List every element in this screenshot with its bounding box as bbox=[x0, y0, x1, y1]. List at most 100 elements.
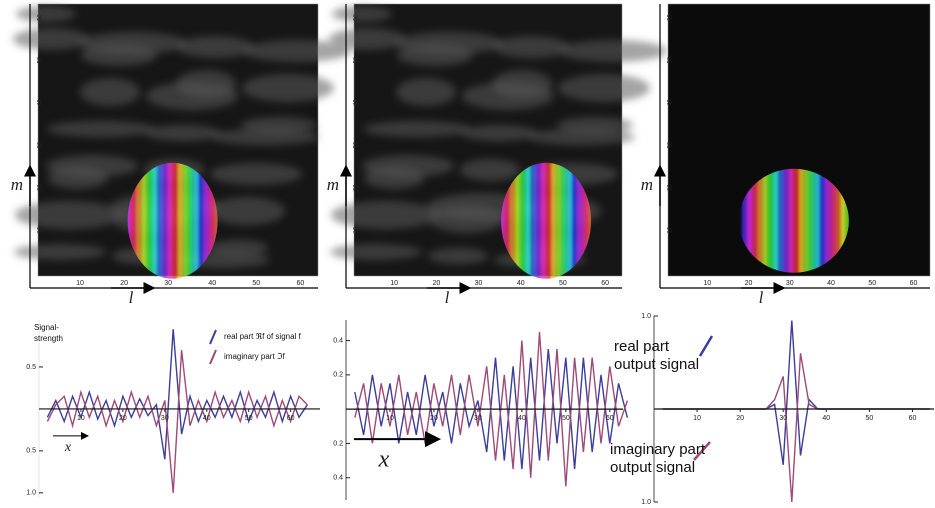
x-tick-label: 40 bbox=[517, 280, 525, 287]
y-tick-label: 0.5 bbox=[26, 364, 36, 371]
fan-stripe bbox=[198, 162, 204, 279]
y-tick-label: 0.4 bbox=[333, 475, 343, 482]
texture-blob bbox=[461, 125, 537, 141]
x-tick-label: 60 bbox=[910, 280, 918, 287]
y-axis-label: Signal-strength bbox=[34, 322, 74, 344]
y-tick-label: 1.0 bbox=[641, 313, 651, 320]
fan-stripe bbox=[151, 162, 157, 279]
fan-stripe bbox=[525, 162, 531, 279]
x-axis-label: l bbox=[445, 288, 450, 307]
fan-stripe bbox=[783, 168, 789, 273]
fan-stripe bbox=[752, 168, 758, 273]
y-tick-label: 10 bbox=[668, 226, 674, 233]
y-tick-label: 10 bbox=[38, 226, 44, 233]
fan-stripe bbox=[572, 162, 578, 279]
y-tick-label: 40 bbox=[38, 99, 44, 106]
texture-blob bbox=[330, 244, 422, 260]
texture-blob bbox=[208, 240, 268, 256]
legend-marker bbox=[209, 349, 217, 365]
x-axis-label: l bbox=[759, 288, 764, 307]
x-tick-label: 40 bbox=[827, 280, 835, 287]
series-line bbox=[662, 353, 930, 503]
x-tick-label: 50 bbox=[559, 280, 567, 287]
texture-blob bbox=[79, 32, 187, 54]
fan-stripe bbox=[741, 168, 747, 273]
series-line bbox=[354, 349, 629, 470]
series-line bbox=[46, 350, 308, 493]
fan-stripe bbox=[767, 168, 773, 273]
y-tick-label: 40 bbox=[668, 99, 674, 106]
y-tick-label: 20 bbox=[668, 184, 674, 191]
x-tick-label: 50 bbox=[252, 280, 260, 287]
fan-stripe bbox=[530, 162, 536, 279]
texture-blob bbox=[13, 28, 89, 50]
y-tick-label: 60 bbox=[354, 14, 360, 21]
fan-stripe bbox=[799, 168, 805, 273]
texture-blob bbox=[332, 6, 392, 22]
texture-blob bbox=[492, 70, 552, 98]
texture-blob bbox=[211, 129, 319, 145]
fan-stripe bbox=[825, 168, 831, 273]
fan-stripe bbox=[214, 162, 218, 279]
x-tick-label: 20 bbox=[745, 280, 753, 287]
fan-stripe bbox=[840, 168, 846, 273]
y-tick-label: 40 bbox=[354, 99, 360, 106]
texture-blob bbox=[47, 121, 155, 137]
fan-stripe bbox=[509, 162, 515, 279]
fan-stripe bbox=[577, 162, 583, 279]
texture-blob bbox=[242, 74, 334, 102]
x-tick-label: 50 bbox=[562, 415, 570, 422]
y-tick-label: 0.2 bbox=[333, 372, 343, 379]
y-axis-label: m bbox=[11, 175, 23, 194]
fan-stripe bbox=[203, 162, 209, 279]
x-tick-label: 20 bbox=[736, 415, 744, 422]
legend-label: real part output signal bbox=[614, 338, 700, 373]
y-tick-label: 20 bbox=[354, 184, 360, 191]
fan-stripe bbox=[162, 162, 168, 279]
x-tick-label: 60 bbox=[606, 415, 614, 422]
fan bbox=[127, 162, 218, 279]
x-tick-label: 30 bbox=[475, 280, 483, 287]
y-label-line: Signal- bbox=[34, 323, 59, 332]
x-tick-label: 50 bbox=[868, 280, 876, 287]
legend-label: imaginary part ℑf bbox=[224, 352, 285, 361]
legend-label: real part ℜf of signal f bbox=[224, 332, 301, 341]
x-tick-label: 50 bbox=[865, 415, 873, 422]
fan-stripe bbox=[757, 168, 763, 273]
fan-stripe bbox=[501, 162, 505, 279]
texture-blob bbox=[209, 197, 285, 225]
x-tick-label: 40 bbox=[208, 280, 216, 287]
x-tick-label: 30 bbox=[161, 415, 169, 422]
x-axis-label: l bbox=[129, 288, 134, 307]
y-tick-label: 30 bbox=[668, 141, 674, 148]
fan-stripe bbox=[778, 168, 784, 273]
x-tick-label: 60 bbox=[909, 415, 917, 422]
fan-stripe bbox=[551, 162, 557, 279]
texture-blob bbox=[16, 6, 76, 22]
fan-stripe bbox=[141, 162, 147, 279]
texture-blob bbox=[493, 36, 569, 58]
texture-blob bbox=[395, 32, 503, 54]
x-tick-label: 40 bbox=[203, 415, 211, 422]
fan-stripe bbox=[561, 162, 567, 279]
fan-stripe bbox=[167, 162, 173, 279]
texture-blob bbox=[331, 201, 439, 229]
fan-stripe bbox=[136, 162, 142, 279]
texture-blob bbox=[15, 201, 123, 229]
x-tick-label: 10 bbox=[77, 415, 85, 422]
fan-stripe bbox=[762, 168, 768, 273]
fan-stripe bbox=[514, 162, 520, 279]
fan-stripe bbox=[804, 168, 810, 273]
series-line bbox=[46, 329, 308, 460]
fan-stripe bbox=[208, 162, 214, 279]
fan-stripe bbox=[587, 162, 592, 279]
fan-stripe bbox=[146, 162, 152, 279]
image-frame bbox=[667, 3, 931, 277]
texture-blob bbox=[177, 36, 253, 58]
y-tick-label: 30 bbox=[354, 141, 360, 148]
fan bbox=[741, 168, 849, 273]
fan-stripe bbox=[788, 168, 794, 273]
x-tick-label: 60 bbox=[287, 415, 295, 422]
fan-stripe bbox=[127, 162, 131, 279]
